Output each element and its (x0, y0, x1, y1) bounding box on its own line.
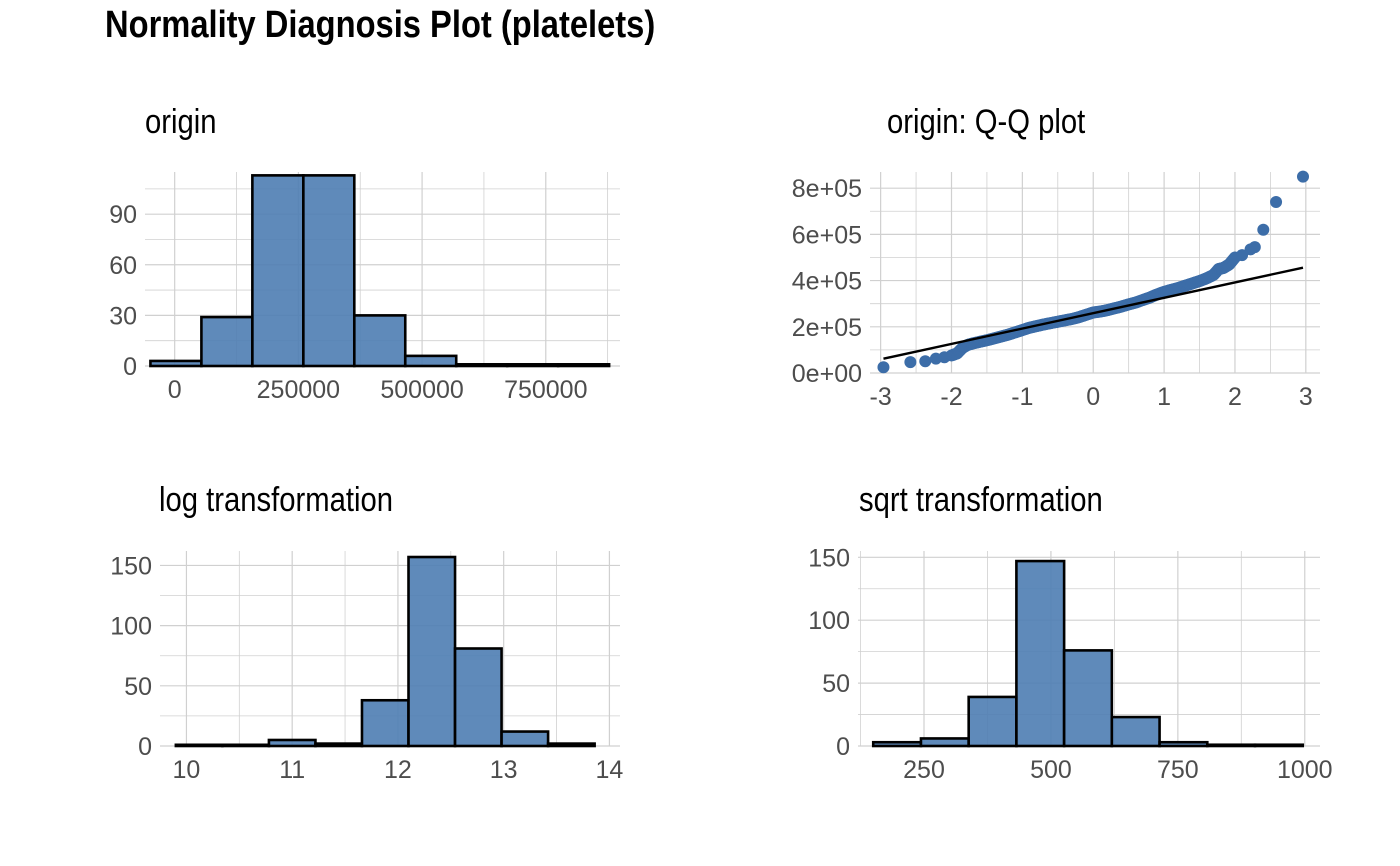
panel-log-histogram: 10 11 12 13 14 0 50 100 150 (110, 551, 623, 784)
qq-point (1236, 249, 1249, 262)
histogram-bar (200, 315, 254, 368)
panel-title-qq: origin: Q-Q plot (887, 103, 1086, 141)
x-tick-label: 12 (384, 756, 412, 784)
histogram-bar (251, 174, 305, 368)
histogram-bar (546, 742, 596, 748)
x-tick-label: 0 (1086, 383, 1100, 411)
x-tick-label: 1000 (1277, 756, 1333, 784)
y-tick-label: 0e+00 (792, 360, 862, 388)
histogram-bar (556, 363, 611, 368)
histogram-bar (174, 743, 224, 748)
x-tick-label: -2 (940, 383, 962, 411)
histogram-bar (453, 647, 503, 748)
histogram-bar (403, 354, 458, 368)
histogram-bar (967, 695, 1018, 748)
x-tick-label: 14 (596, 756, 624, 784)
histogram-bar (1205, 743, 1257, 748)
x-tick-label: 500 (1030, 756, 1072, 784)
qq-point (1296, 170, 1309, 183)
qq-reference-line (883, 266, 1304, 360)
y-tick-label: 150 (110, 552, 152, 580)
histogram-bar (1158, 740, 1209, 748)
panel-title-log: log transformation (159, 481, 394, 519)
x-tick-label: -3 (870, 383, 892, 411)
y-tick-label: 0 (123, 353, 137, 381)
y-tick-label: 2e+05 (792, 314, 862, 342)
histogram-bar (314, 742, 364, 748)
panel-title-origin: origin (145, 103, 217, 141)
x-tick-label: -1 (1011, 383, 1033, 411)
qq-point (904, 356, 917, 369)
y-tick-label: 30 (109, 302, 137, 330)
histogram-bar (360, 698, 410, 748)
panel-sqrt-histogram: 250 500 750 1000 0 50 100 150 (808, 544, 1332, 784)
histogram-bar (505, 363, 560, 368)
qq-point (919, 355, 932, 368)
x-tick-label: 1 (1157, 383, 1171, 411)
y-tick-label: 6e+05 (792, 221, 862, 249)
x-tick-label: 11 (279, 756, 305, 784)
histogram-bar (352, 314, 407, 368)
histogram-bar (267, 738, 317, 748)
y-tick-label: 4e+05 (792, 268, 862, 296)
qq-point (1270, 196, 1283, 209)
y-tick-label: 150 (808, 544, 850, 572)
panel-title-sqrt: sqrt transformation (859, 481, 1103, 519)
y-tick-label: 50 (124, 673, 152, 701)
histogram-bar (407, 555, 457, 748)
histogram-bar (1253, 743, 1305, 748)
y-tick-label: 0 (836, 733, 850, 761)
x-tick-label: 750 (1157, 756, 1199, 784)
histogram-bar (221, 743, 271, 748)
qq-point (1248, 241, 1261, 254)
y-tick-label: 50 (822, 670, 850, 698)
x-tick-label: 2 (1228, 383, 1242, 411)
x-tick-label: 500000 (380, 376, 463, 404)
histogram-bar (919, 737, 970, 748)
y-tick-label: 60 (109, 252, 137, 280)
histogram-bar (454, 363, 509, 368)
y-tick-label: 0 (138, 733, 152, 761)
histogram-bar (1015, 559, 1066, 748)
y-tick-label: 100 (808, 607, 850, 635)
y-tick-label: 8e+05 (792, 175, 862, 203)
x-tick-label: 3 (1299, 383, 1313, 411)
qq-point (877, 361, 890, 374)
y-tick-label: 100 (110, 613, 152, 641)
x-tick-label: 250 (903, 756, 945, 784)
main-title: Normality Diagnosis Plot (platelets) (105, 4, 656, 46)
x-tick-label: 750000 (504, 376, 587, 404)
histogram-bar (871, 740, 923, 748)
panel-qq-plot: -3 -2 -1 0 1 2 3 0e+00 2e+05 4e+05 6e+05 8e+05 (792, 170, 1320, 411)
x-tick-label: 13 (490, 756, 518, 784)
y-tick-label: 90 (109, 201, 137, 229)
x-tick-label: 10 (173, 756, 201, 784)
histogram-bar (1110, 715, 1161, 748)
histogram-bar (1062, 649, 1114, 748)
histogram-bar (500, 730, 550, 748)
x-tick-label: 250000 (257, 376, 340, 404)
histogram-bar (149, 359, 203, 368)
qq-point (1257, 223, 1270, 236)
panel-origin-histogram: 0 250000 500000 750000 0 30 60 90 (109, 172, 620, 404)
x-tick-label: 0 (168, 376, 182, 404)
histogram-bar (302, 174, 356, 368)
